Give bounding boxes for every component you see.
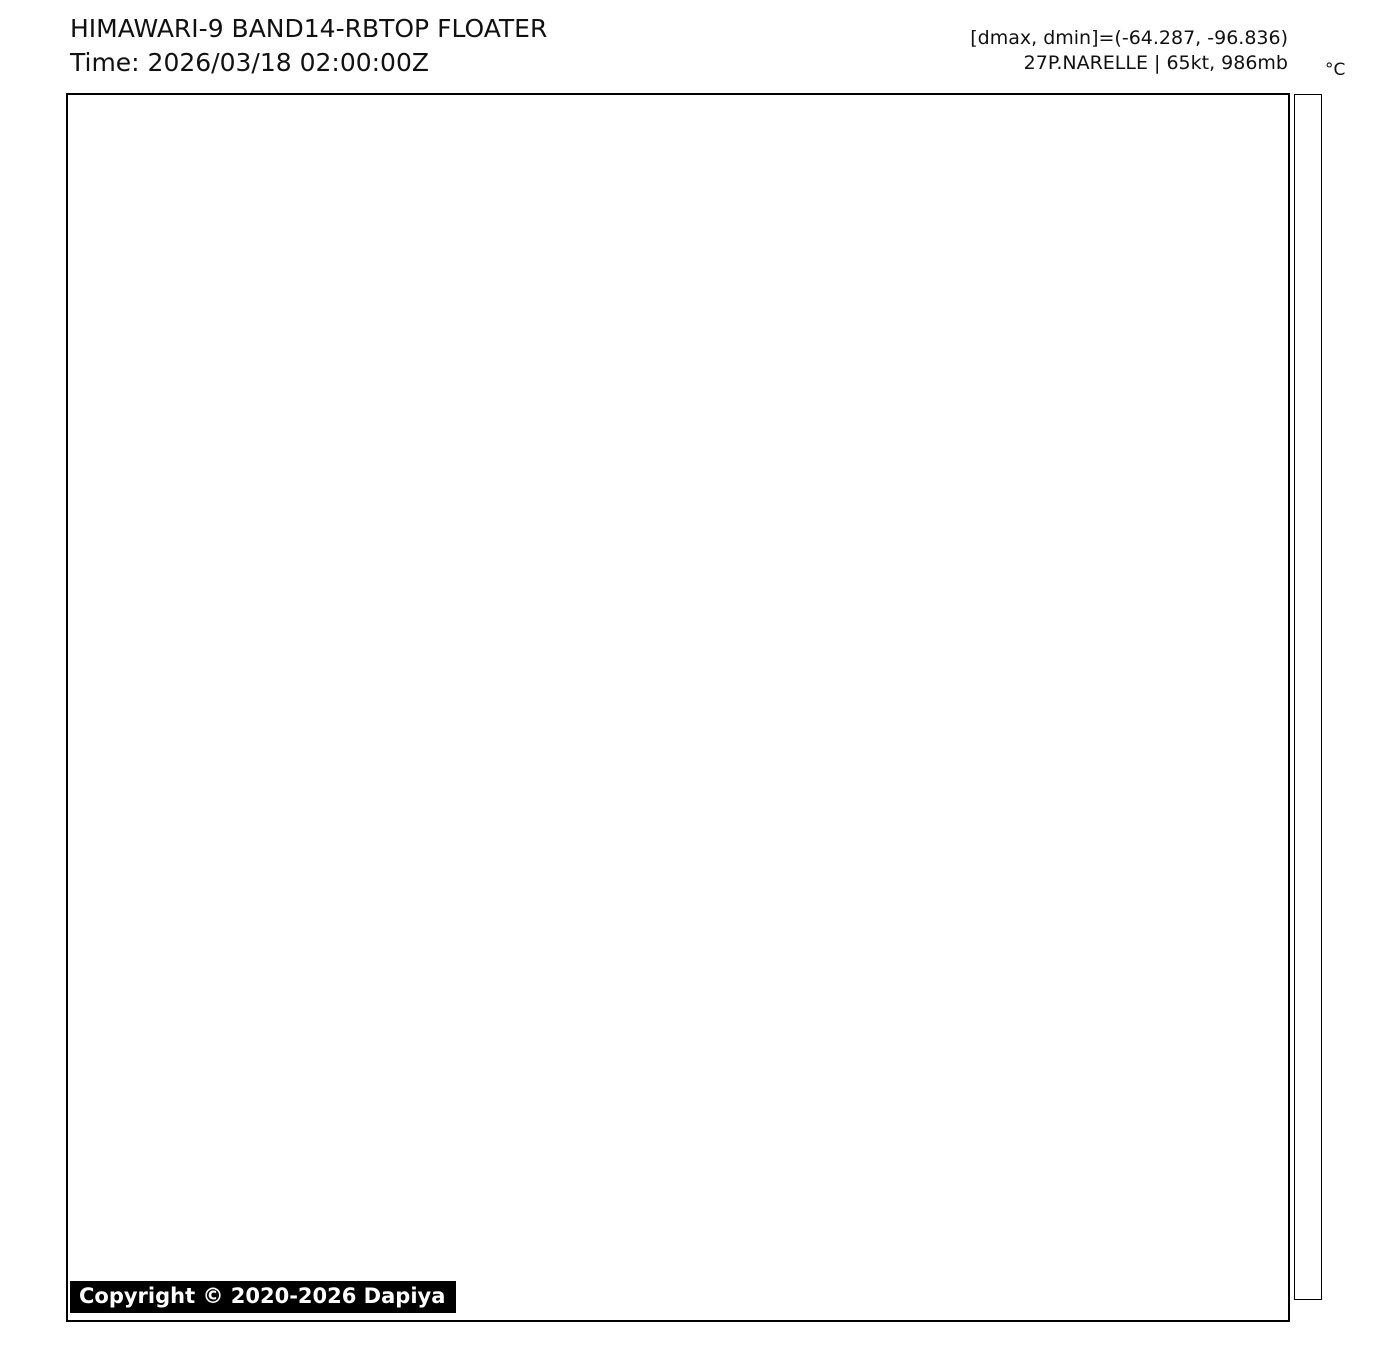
range-info: [dmax, dmin]=(-64.287, -96.836)	[970, 27, 1288, 49]
copyright-badge: Copyright © 2020-2026 Dapiya	[70, 1281, 457, 1313]
colorbar-frame	[1294, 94, 1322, 1300]
storm-info: 27P.NARELLE | 65kt, 986mb	[1023, 52, 1288, 74]
map-frame	[66, 93, 1290, 1322]
product-time: Time: 2026/03/18 02:00:00Z	[70, 48, 429, 77]
colorbar-canvas	[1295, 95, 1321, 1299]
satellite-image-canvas	[68, 95, 1288, 1320]
product-title: HIMAWARI-9 BAND14-RBTOP FLOATER	[70, 14, 548, 43]
colorbar-unit-label: °C	[1325, 60, 1346, 80]
